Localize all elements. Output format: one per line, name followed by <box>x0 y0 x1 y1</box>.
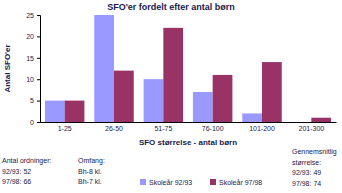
legend-label: Skoleår 97/98 <box>219 179 262 186</box>
bar <box>292 122 312 123</box>
bar <box>193 92 213 122</box>
y-tick-mark <box>37 101 40 102</box>
y-tick-label: 15 <box>26 55 34 62</box>
plot: 0 5 10 15 20 25 1-25 26-50 51-75 76-100 101-200 201… <box>26 12 336 133</box>
annotation: størrelse: <box>292 159 321 166</box>
y-tick: 0 <box>30 119 40 126</box>
x-tick: 26-50 <box>105 122 123 132</box>
title: SFO'er fordelt efter antal børn <box>107 2 235 12</box>
y-tick-mark <box>37 79 40 80</box>
x-tick-label: 101-200 <box>249 125 275 132</box>
y-tick-label: 5 <box>30 97 34 104</box>
annotation: Gennemsnitlig <box>292 148 337 156</box>
bar <box>144 79 164 122</box>
bar <box>65 101 85 122</box>
y-tick-label: 20 <box>26 33 34 40</box>
y-tick-label: 0 <box>30 119 34 126</box>
annotation: 92/93: 52 <box>2 168 31 175</box>
bars <box>45 15 331 122</box>
y-axis: 0 5 10 15 20 25 <box>26 12 40 126</box>
legend-swatch <box>210 179 216 185</box>
y-tick-mark <box>37 122 40 123</box>
y-tick-label: 10 <box>26 76 34 83</box>
legend-swatch <box>140 179 146 185</box>
x-axis: 1-25 26-50 51-75 76-100 101-200 201-300 <box>41 122 337 132</box>
x-tick-label: 51-75 <box>154 125 172 132</box>
bar <box>94 15 114 122</box>
annotation: Omfang: <box>78 157 105 165</box>
x-tick: 1-25 <box>58 122 72 132</box>
y-tick: 15 <box>26 55 40 62</box>
legend-label: Skoleår 92/93 <box>149 179 192 186</box>
bar <box>311 118 331 122</box>
bar <box>262 62 282 122</box>
y-tick-mark <box>37 58 40 59</box>
y-tick-mark <box>37 15 40 16</box>
x-tick: 201-300 <box>298 122 324 132</box>
y-axis-line <box>37 16 41 123</box>
y-axis-title: Antal SFO'er <box>3 44 12 92</box>
bar <box>242 113 262 122</box>
annotation: Bh-8 kl. <box>78 168 102 175</box>
x-tick-label: 201-300 <box>298 125 324 132</box>
chart: SFO'er fordelt efter antal børn 0 5 10 15 20 2… <box>0 0 342 193</box>
annotation: 97/98: 66 <box>2 178 31 185</box>
bar <box>114 71 134 122</box>
annotation: Antal ordninger: <box>2 157 51 165</box>
y-tick: 25 <box>26 12 40 19</box>
y-tick-mark <box>37 36 40 37</box>
x-axis-line <box>41 122 337 123</box>
x-tick: 101-200 <box>249 122 275 132</box>
legend: Skoleår 92/93 Skoleår 97/98 <box>140 179 262 186</box>
bar <box>45 101 65 122</box>
bar <box>213 75 233 122</box>
y-tick: 10 <box>26 76 40 83</box>
y-tick: 20 <box>26 33 40 40</box>
x-tick: 76-100 <box>202 122 224 132</box>
x-tick: 51-75 <box>154 122 172 132</box>
x-tick-label: 26-50 <box>105 125 123 132</box>
x-tick-label: 76-100 <box>202 125 224 132</box>
bar <box>163 28 183 122</box>
annotation: 92/93: 49 <box>292 169 321 176</box>
annotation: Bh-7 kl. <box>78 178 102 185</box>
x-tick-label: 1-25 <box>58 125 72 132</box>
annotation: 97/98: 74 <box>292 180 321 187</box>
y-tick-label: 25 <box>26 12 34 19</box>
y-tick: 5 <box>30 97 40 104</box>
x-axis-title: SFO størrelse - antal børn <box>139 138 237 147</box>
